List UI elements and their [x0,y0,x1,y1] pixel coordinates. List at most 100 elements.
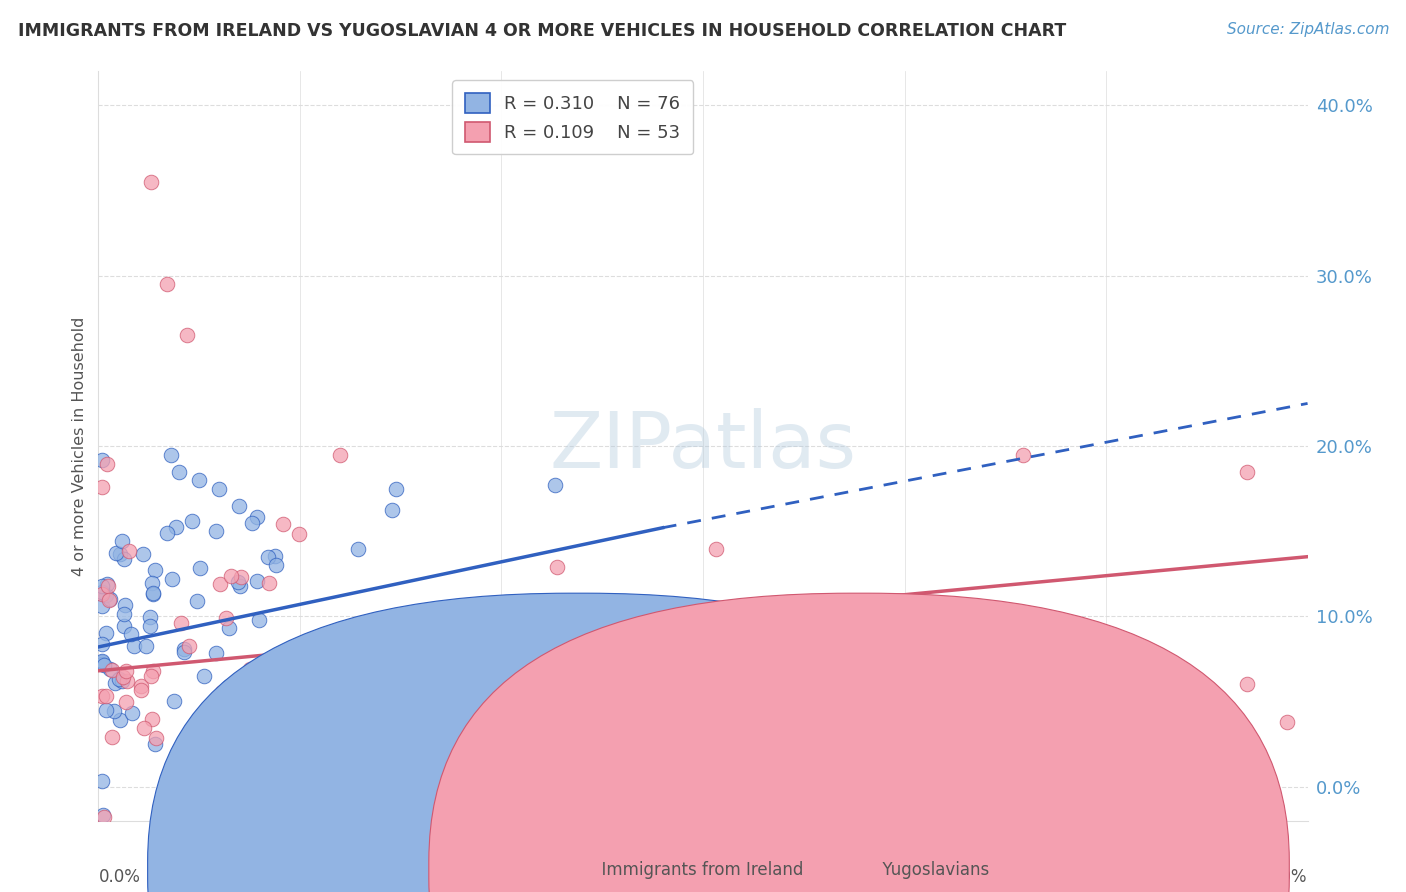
Point [245,510,267,524]
Text: IMMIGRANTS FROM IRELAND VS YUGOSLAVIAN 4 OR MORE VEHICLES IN HOUSEHOLD CORRELATI: IMMIGRANTS FROM IRELAND VS YUGOSLAVIAN 4… [18,22,1067,40]
Point [181,514,204,528]
Point [132,721,155,735]
Text: 0.0%: 0.0% [98,868,141,887]
Point [1277,714,1299,729]
Point [218,621,240,635]
Point [91,657,114,672]
Point [1236,465,1258,479]
Point [332,684,354,698]
Point [257,549,280,564]
Point [91,579,114,593]
Point [208,482,231,496]
Point [173,642,195,657]
Point [117,674,139,689]
Point [266,558,288,573]
Point [205,646,228,660]
Point [129,679,152,693]
Point [319,665,342,679]
Point [91,654,114,668]
Point [91,656,114,670]
Point [143,737,166,751]
Point [111,534,134,549]
Point [108,672,131,686]
Point [96,689,118,703]
Point [142,665,165,679]
Point [91,599,114,614]
Point [188,560,211,574]
Point [271,517,294,532]
Point [1012,449,1035,463]
Point [96,626,118,640]
Point [373,629,395,643]
Point [820,600,842,615]
Point [93,808,115,822]
Point [91,774,114,789]
Point [363,673,385,688]
Point [135,639,157,653]
Point [110,547,132,561]
Point [112,607,135,621]
Point [218,679,240,693]
Point [115,664,138,678]
Text: ZIPatlas: ZIPatlas [550,408,856,484]
Point [111,674,134,689]
Point [118,544,141,558]
Point [546,560,568,574]
Point [131,547,153,561]
Point [188,473,211,487]
Point [205,524,228,538]
Point [108,713,131,727]
Point [91,453,114,467]
Point [229,579,252,593]
Point [388,639,411,653]
Point [239,662,262,676]
Legend: R = 0.310    N = 76, R = 0.109    N = 53: R = 0.310 N = 76, R = 0.109 N = 53 [453,80,693,154]
Point [101,663,124,677]
Point [160,572,183,586]
Point [94,703,117,717]
Point [257,575,280,590]
Point [93,810,115,824]
Point [112,619,135,633]
Point [96,577,118,591]
Point [103,704,125,718]
Point [246,574,269,589]
Point [141,575,163,590]
Point [143,563,166,577]
Y-axis label: 4 or more Vehicles in Household: 4 or more Vehicles in Household [72,317,87,575]
Point [97,592,120,607]
Point [176,328,198,343]
Point [173,645,195,659]
Text: Source: ZipAtlas.com: Source: ZipAtlas.com [1226,22,1389,37]
Point [98,591,121,606]
Point [115,696,138,710]
Point [91,585,114,599]
Point [156,277,179,292]
Point [385,482,408,496]
Point [260,670,283,684]
Point [170,615,193,630]
Text: Immigrants from Ireland: Immigrants from Ireland [591,861,803,879]
Point [381,502,404,516]
Point [228,499,250,513]
Point [215,611,238,625]
Point [139,669,162,683]
Text: 30.0%: 30.0% [1256,868,1308,887]
Point [91,480,114,494]
Point [112,670,135,684]
Point [238,698,260,712]
Point [139,619,162,633]
Point [101,731,124,745]
Point [167,465,190,479]
Point [114,598,136,612]
Point [93,657,115,672]
Point [91,587,114,601]
Point [91,690,114,704]
Point [104,676,127,690]
Point [141,587,163,601]
Point [96,458,118,472]
Point [219,568,242,582]
Point [211,684,233,698]
Point [264,549,287,564]
Point [129,683,152,698]
